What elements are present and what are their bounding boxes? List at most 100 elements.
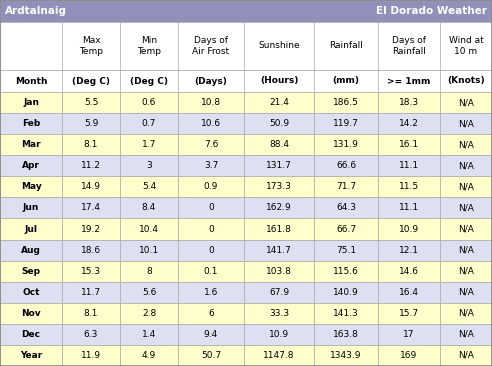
Text: 131.7: 131.7 bbox=[266, 161, 292, 170]
Text: 1147.8: 1147.8 bbox=[263, 351, 295, 360]
Text: 71.7: 71.7 bbox=[336, 182, 356, 191]
Text: 5.4: 5.4 bbox=[142, 182, 156, 191]
Bar bbox=[244, 176, 314, 197]
Text: Month: Month bbox=[15, 76, 47, 86]
Text: (mm): (mm) bbox=[333, 76, 360, 86]
Bar bbox=[378, 239, 440, 261]
Text: May: May bbox=[21, 182, 41, 191]
Text: N/A: N/A bbox=[458, 161, 474, 170]
Text: (Deg C): (Deg C) bbox=[72, 76, 110, 86]
Text: (Deg C): (Deg C) bbox=[130, 76, 168, 86]
Bar bbox=[120, 261, 178, 282]
Text: 140.9: 140.9 bbox=[333, 288, 359, 297]
Text: 17.4: 17.4 bbox=[81, 203, 101, 212]
Text: 18.6: 18.6 bbox=[81, 246, 101, 255]
Text: 17: 17 bbox=[403, 330, 415, 339]
Bar bbox=[314, 261, 378, 282]
Bar bbox=[120, 324, 178, 345]
Bar bbox=[314, 239, 378, 261]
Text: 67.9: 67.9 bbox=[269, 288, 289, 297]
Bar bbox=[178, 282, 244, 303]
Bar bbox=[120, 345, 178, 366]
Text: N/A: N/A bbox=[458, 203, 474, 212]
Bar bbox=[440, 197, 492, 219]
Text: Jul: Jul bbox=[25, 224, 37, 234]
Bar bbox=[120, 134, 178, 155]
Text: 119.7: 119.7 bbox=[333, 119, 359, 128]
Bar bbox=[178, 219, 244, 239]
Text: 0.9: 0.9 bbox=[204, 182, 218, 191]
Text: 7.6: 7.6 bbox=[204, 140, 218, 149]
Bar bbox=[378, 219, 440, 239]
Bar bbox=[62, 345, 120, 366]
Bar bbox=[178, 345, 244, 366]
Text: 10.4: 10.4 bbox=[139, 224, 159, 234]
Text: 8: 8 bbox=[146, 267, 152, 276]
Bar bbox=[62, 261, 120, 282]
Text: 8.4: 8.4 bbox=[142, 203, 156, 212]
Bar bbox=[244, 197, 314, 219]
Text: 1.6: 1.6 bbox=[204, 288, 218, 297]
Text: N/A: N/A bbox=[458, 182, 474, 191]
Text: 141.7: 141.7 bbox=[266, 246, 292, 255]
Bar bbox=[62, 155, 120, 176]
Text: Rainfall: Rainfall bbox=[329, 41, 363, 51]
Bar bbox=[0, 239, 62, 261]
Bar bbox=[178, 92, 244, 113]
Bar bbox=[62, 92, 120, 113]
Text: N/A: N/A bbox=[458, 246, 474, 255]
Text: Ardtalnaig: Ardtalnaig bbox=[5, 6, 67, 16]
Bar bbox=[314, 219, 378, 239]
Bar bbox=[440, 134, 492, 155]
Bar bbox=[244, 282, 314, 303]
Text: Max
Temp: Max Temp bbox=[79, 36, 103, 56]
Text: 10.6: 10.6 bbox=[201, 119, 221, 128]
Text: N/A: N/A bbox=[458, 288, 474, 297]
Text: 11.5: 11.5 bbox=[399, 182, 419, 191]
Text: 161.8: 161.8 bbox=[266, 224, 292, 234]
Bar bbox=[440, 239, 492, 261]
Text: 0.1: 0.1 bbox=[204, 267, 218, 276]
Bar bbox=[120, 239, 178, 261]
Text: 10.9: 10.9 bbox=[399, 224, 419, 234]
Text: 16.4: 16.4 bbox=[399, 288, 419, 297]
Bar bbox=[178, 197, 244, 219]
Text: 5.9: 5.9 bbox=[84, 119, 98, 128]
Text: 131.9: 131.9 bbox=[333, 140, 359, 149]
Text: 5.6: 5.6 bbox=[142, 288, 156, 297]
Bar bbox=[0, 22, 492, 70]
Bar bbox=[120, 176, 178, 197]
Text: 169: 169 bbox=[400, 351, 418, 360]
Text: 8.1: 8.1 bbox=[84, 309, 98, 318]
Text: N/A: N/A bbox=[458, 351, 474, 360]
Text: 11.7: 11.7 bbox=[81, 288, 101, 297]
Bar bbox=[314, 113, 378, 134]
Bar bbox=[244, 303, 314, 324]
Text: 163.8: 163.8 bbox=[333, 330, 359, 339]
Text: N/A: N/A bbox=[458, 224, 474, 234]
Text: 14.2: 14.2 bbox=[399, 119, 419, 128]
Bar bbox=[314, 134, 378, 155]
Text: 11.1: 11.1 bbox=[399, 161, 419, 170]
Text: Days of
Air Frost: Days of Air Frost bbox=[192, 36, 230, 56]
Text: 6.3: 6.3 bbox=[84, 330, 98, 339]
Bar bbox=[0, 155, 62, 176]
Bar bbox=[244, 324, 314, 345]
Bar bbox=[314, 92, 378, 113]
Text: N/A: N/A bbox=[458, 98, 474, 107]
Text: (Hours): (Hours) bbox=[260, 76, 298, 86]
Text: Mar: Mar bbox=[21, 140, 41, 149]
Bar bbox=[440, 176, 492, 197]
Bar bbox=[314, 303, 378, 324]
Bar bbox=[120, 282, 178, 303]
Text: 3: 3 bbox=[146, 161, 152, 170]
Text: N/A: N/A bbox=[458, 309, 474, 318]
Text: Oct: Oct bbox=[22, 288, 40, 297]
Text: 3.7: 3.7 bbox=[204, 161, 218, 170]
Bar bbox=[244, 261, 314, 282]
Text: 64.3: 64.3 bbox=[336, 203, 356, 212]
Bar bbox=[314, 282, 378, 303]
Text: 0.7: 0.7 bbox=[142, 119, 156, 128]
Text: El Dorado Weather: El Dorado Weather bbox=[376, 6, 487, 16]
Text: 1.7: 1.7 bbox=[142, 140, 156, 149]
